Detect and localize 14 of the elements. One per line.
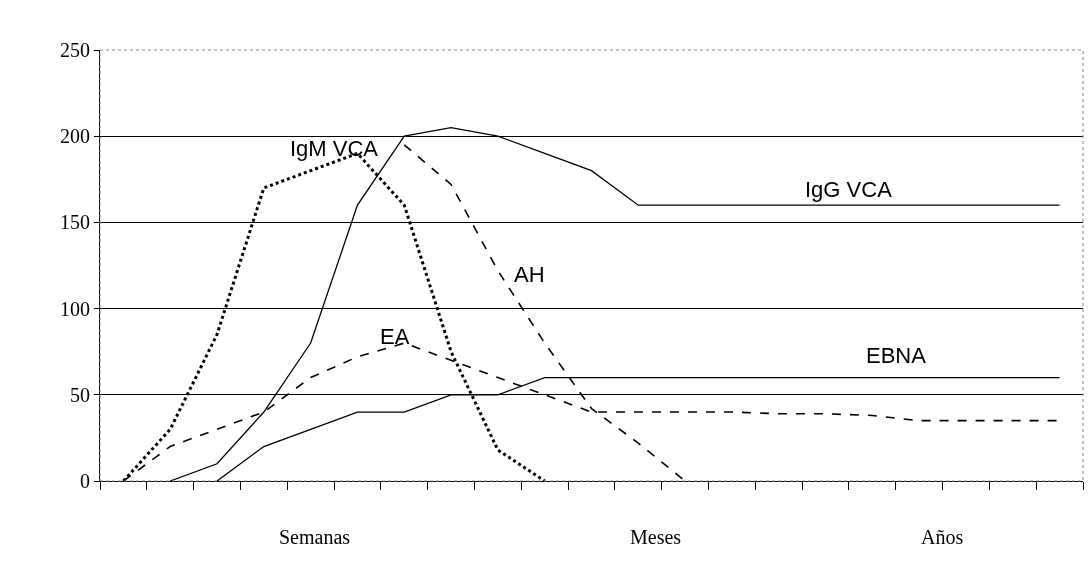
text: Meses	[630, 526, 682, 548]
text: Semanas	[279, 526, 351, 548]
series-label: IgG VCA	[805, 177, 893, 202]
series-label: EBNA	[866, 343, 927, 368]
series-label: EA	[380, 324, 410, 349]
y-tick-label: 50	[70, 383, 90, 406]
y-tick-label: 250	[60, 39, 90, 61]
y-tick-label: 0	[80, 470, 90, 492]
y-tick-label: 200	[60, 125, 90, 148]
y-tick-label: 100	[60, 297, 90, 320]
text: Años	[921, 526, 964, 548]
y-tick-label: 150	[60, 211, 90, 234]
series-label: IgM VCA	[290, 136, 379, 161]
series-label: AH	[514, 262, 545, 287]
